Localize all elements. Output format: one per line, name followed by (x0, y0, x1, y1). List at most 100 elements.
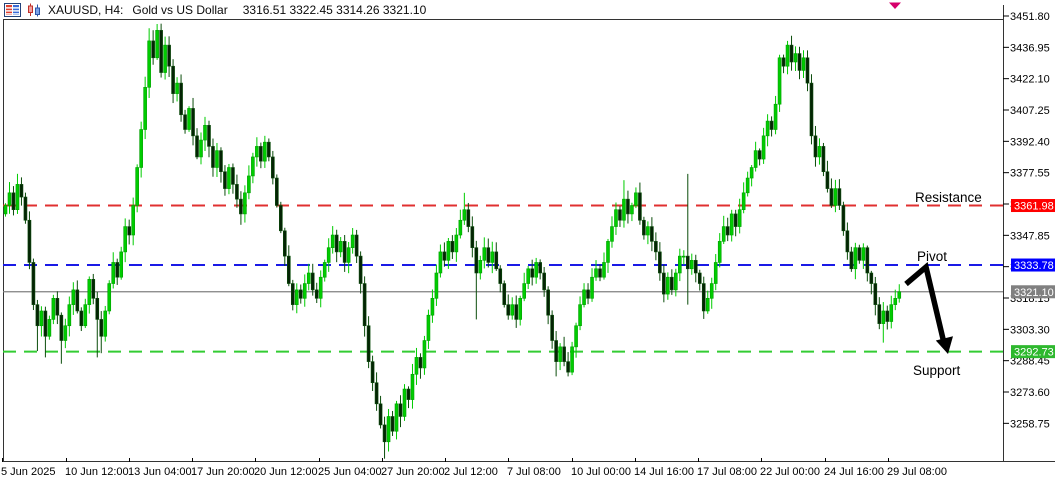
bull-candle (426, 314, 431, 341)
bull-candle (765, 120, 770, 137)
support-label: Support (913, 363, 961, 378)
price-badge-support: 3292.73 (1011, 345, 1055, 359)
bear-candle (219, 150, 223, 173)
market-watch-icon (4, 3, 21, 17)
bull-candle (163, 44, 167, 73)
bull-candle (881, 310, 886, 324)
bull-candle (705, 298, 710, 312)
bear-candle (638, 192, 642, 221)
time-tick-label: 20 Jun 12:00 (254, 466, 318, 478)
candles-layer (3, 23, 902, 459)
bear-candle (374, 382, 379, 405)
bear-candle (733, 213, 738, 227)
bear-candle (442, 251, 447, 261)
bull-candle (187, 108, 191, 130)
time-tick-label: 7 Jul 08:00 (507, 466, 561, 478)
bull-candle (119, 251, 124, 278)
bear-candle (398, 403, 403, 417)
bull-candle (534, 262, 538, 278)
bull-candle (590, 276, 594, 299)
bull-candle (318, 276, 323, 299)
bear-candle (418, 357, 423, 369)
bull-candle (414, 357, 419, 375)
bull-candle (646, 226, 650, 236)
bear-candle (805, 57, 810, 84)
bull-candle (147, 40, 151, 88)
bull-candle (131, 205, 135, 236)
bear-candle (370, 361, 375, 384)
bull-candle (817, 146, 822, 158)
bear-candle (670, 276, 674, 291)
bull-candle (263, 141, 267, 162)
time-tick-label: 10 Jun 12:00 (65, 466, 129, 478)
bull-candle (861, 247, 866, 261)
chart-title-instrument: Gold vs US Dollar (132, 3, 228, 17)
price-tick-label: 3392.40 (1010, 136, 1050, 148)
bull-candle (430, 298, 435, 316)
bear-candle (821, 146, 826, 173)
bull-candle (666, 276, 670, 295)
bull-candle (251, 156, 255, 177)
bear-candle (538, 262, 542, 274)
bear-candle (19, 184, 24, 198)
bull-candle (785, 44, 790, 67)
bear-candle (27, 219, 32, 263)
bull-candle (338, 241, 343, 253)
bear-candle (837, 188, 842, 206)
bull-candle (689, 260, 694, 270)
bull-candle (801, 57, 806, 71)
time-tick-label: 13 Jun 04:00 (128, 466, 192, 478)
bear-candle (466, 209, 471, 227)
bear-candle (231, 167, 235, 185)
price-tick-label: 3451.80 (1010, 11, 1050, 23)
bear-candle (530, 268, 534, 278)
bear-candle (382, 424, 387, 443)
bear-candle (546, 289, 550, 316)
price-axis[interactable]: 3451.80 3436.95 3422.10 3407.25 3392.40 3377.… (1003, 11, 1050, 430)
bull-candle (346, 247, 351, 263)
time-tick-label: 14 Jul 16:00 (634, 466, 694, 478)
bull-candle (606, 241, 610, 263)
bear-candle (167, 44, 171, 67)
time-tick-label: 27 Jun 20:00 (381, 466, 445, 478)
bear-candle (857, 247, 862, 261)
bull-candle (322, 262, 327, 278)
bull-candle (203, 124, 207, 141)
time-tick-label: 22 Jul 00:00 (760, 466, 820, 478)
bear-candle (314, 289, 319, 299)
bull-candle (478, 260, 483, 274)
bull-candle (39, 310, 44, 327)
bull-candle (422, 340, 427, 369)
trend-arrow[interactable] (904, 261, 953, 354)
bull-candle (602, 262, 606, 278)
bear-candle (179, 82, 183, 116)
bull-candle (7, 192, 12, 206)
bull-candle (247, 175, 251, 194)
bull-candle (47, 319, 52, 337)
bear-candle (829, 188, 834, 206)
bear-candle (95, 298, 100, 320)
bull-candle (713, 262, 718, 284)
svg-text:3292.73: 3292.73 (1014, 347, 1054, 359)
bear-candle (334, 234, 339, 253)
bear-candle (195, 135, 199, 158)
bull-candle (749, 167, 754, 179)
bull-candle (777, 57, 782, 105)
bear-candle (550, 314, 554, 341)
bull-candle (386, 416, 391, 443)
bear-candle (91, 279, 96, 299)
bear-candle (11, 192, 16, 210)
time-axis[interactable]: 5 Jun 2025 10 Jun 12:00 13 Jun 04:00 17 Jun… (1, 458, 947, 478)
bull-candle (326, 247, 331, 263)
bear-candle (239, 198, 243, 215)
bear-candle (115, 262, 120, 278)
bull-candle (438, 251, 443, 274)
bear-candle (494, 251, 499, 270)
svg-text:3361.98: 3361.98 (1014, 201, 1054, 213)
bear-candle (271, 156, 275, 179)
bear-candle (865, 247, 870, 274)
bear-candle (725, 226, 730, 236)
bull-candle (51, 298, 56, 320)
bear-candle (474, 247, 479, 274)
